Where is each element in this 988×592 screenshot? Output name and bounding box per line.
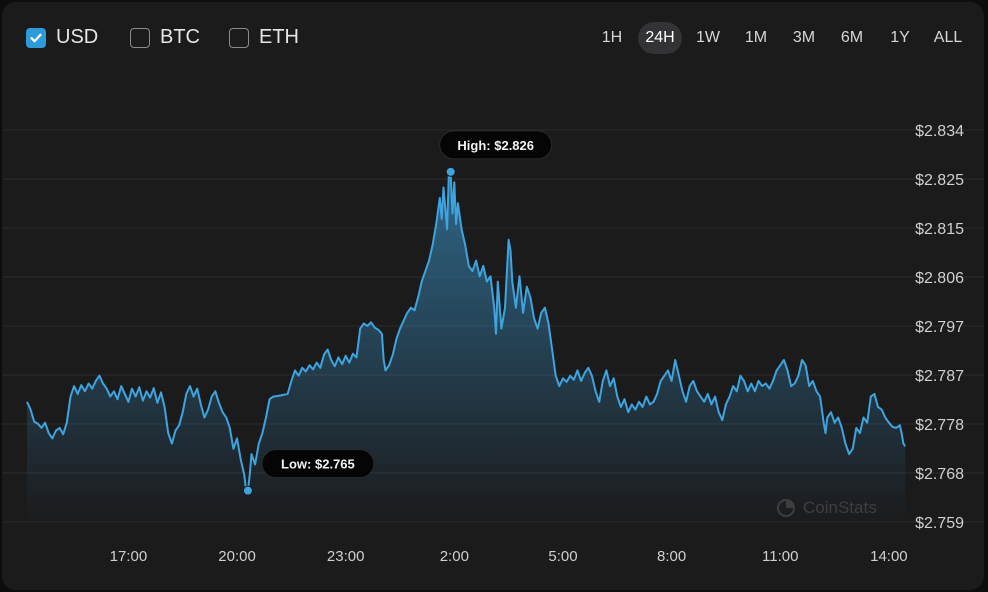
- low-label: Low: $2.765: [281, 457, 355, 472]
- x-tick-label: 23:00: [327, 548, 365, 565]
- x-tick-label: 20:00: [218, 548, 256, 565]
- price-area-fill: [27, 171, 906, 523]
- btc-label: BTC: [160, 26, 200, 48]
- x-tick-label: 5:00: [548, 548, 577, 565]
- y-tick-label: $2.825: [915, 172, 964, 189]
- y-tick-label: $2.815: [915, 221, 964, 238]
- watermark-text: CoinStats: [803, 498, 877, 517]
- btc-checkbox[interactable]: [130, 27, 150, 48]
- high-marker: [445, 166, 456, 177]
- y-tick-label: $2.768: [915, 466, 964, 483]
- range-tab-all[interactable]: ALL: [933, 29, 963, 46]
- y-tick-label: $2.834: [915, 123, 964, 140]
- high-label: High: $2.826: [457, 138, 534, 153]
- currency-toggle-eth[interactable]: ETH: [229, 26, 299, 49]
- x-tick-label: 14:00: [870, 548, 908, 565]
- low-badge: [261, 449, 375, 479]
- check-icon: [30, 33, 42, 42]
- y-tick-label: $2.806: [915, 270, 964, 287]
- y-tick-label: $2.787: [915, 368, 964, 385]
- eth-label: ETH: [259, 26, 299, 48]
- price-line: [26, 170, 907, 492]
- y-tick-label: $2.778: [915, 417, 964, 434]
- currency-toggle-btc[interactable]: BTC: [130, 26, 200, 49]
- coinstats-logo-icon: [777, 499, 795, 517]
- range-tab-1w[interactable]: 1W: [696, 29, 720, 46]
- range-tab-1y[interactable]: 1Y: [890, 29, 910, 46]
- x-tick-label: 17:00: [110, 548, 148, 565]
- high-badge: [439, 130, 553, 160]
- usd-label: USD: [56, 26, 99, 48]
- usd-checkbox[interactable]: [26, 27, 46, 48]
- watermark: CoinStats: [777, 498, 877, 518]
- y-tick-label: $2.759: [915, 515, 964, 532]
- range-tab-6m[interactable]: 6M: [840, 29, 864, 46]
- y-tick-label: $2.797: [915, 319, 964, 336]
- time-range-tabs: 1H 24H 1W 1M 3M 6M 1Y ALL: [590, 22, 970, 54]
- x-tick-label: 8:00: [657, 548, 686, 565]
- range-tab-3m[interactable]: 3M: [792, 29, 816, 46]
- range-tab-1m[interactable]: 1M: [744, 29, 768, 46]
- range-tab-24h[interactable]: 24H: [638, 22, 682, 54]
- x-tick-label: 2:00: [440, 548, 469, 565]
- range-tab-1h[interactable]: 1H: [601, 29, 623, 46]
- x-tick-label: 11:00: [762, 548, 798, 565]
- currency-toggle-usd[interactable]: USD: [26, 26, 98, 49]
- low-marker: [242, 485, 253, 496]
- eth-checkbox[interactable]: [229, 27, 249, 48]
